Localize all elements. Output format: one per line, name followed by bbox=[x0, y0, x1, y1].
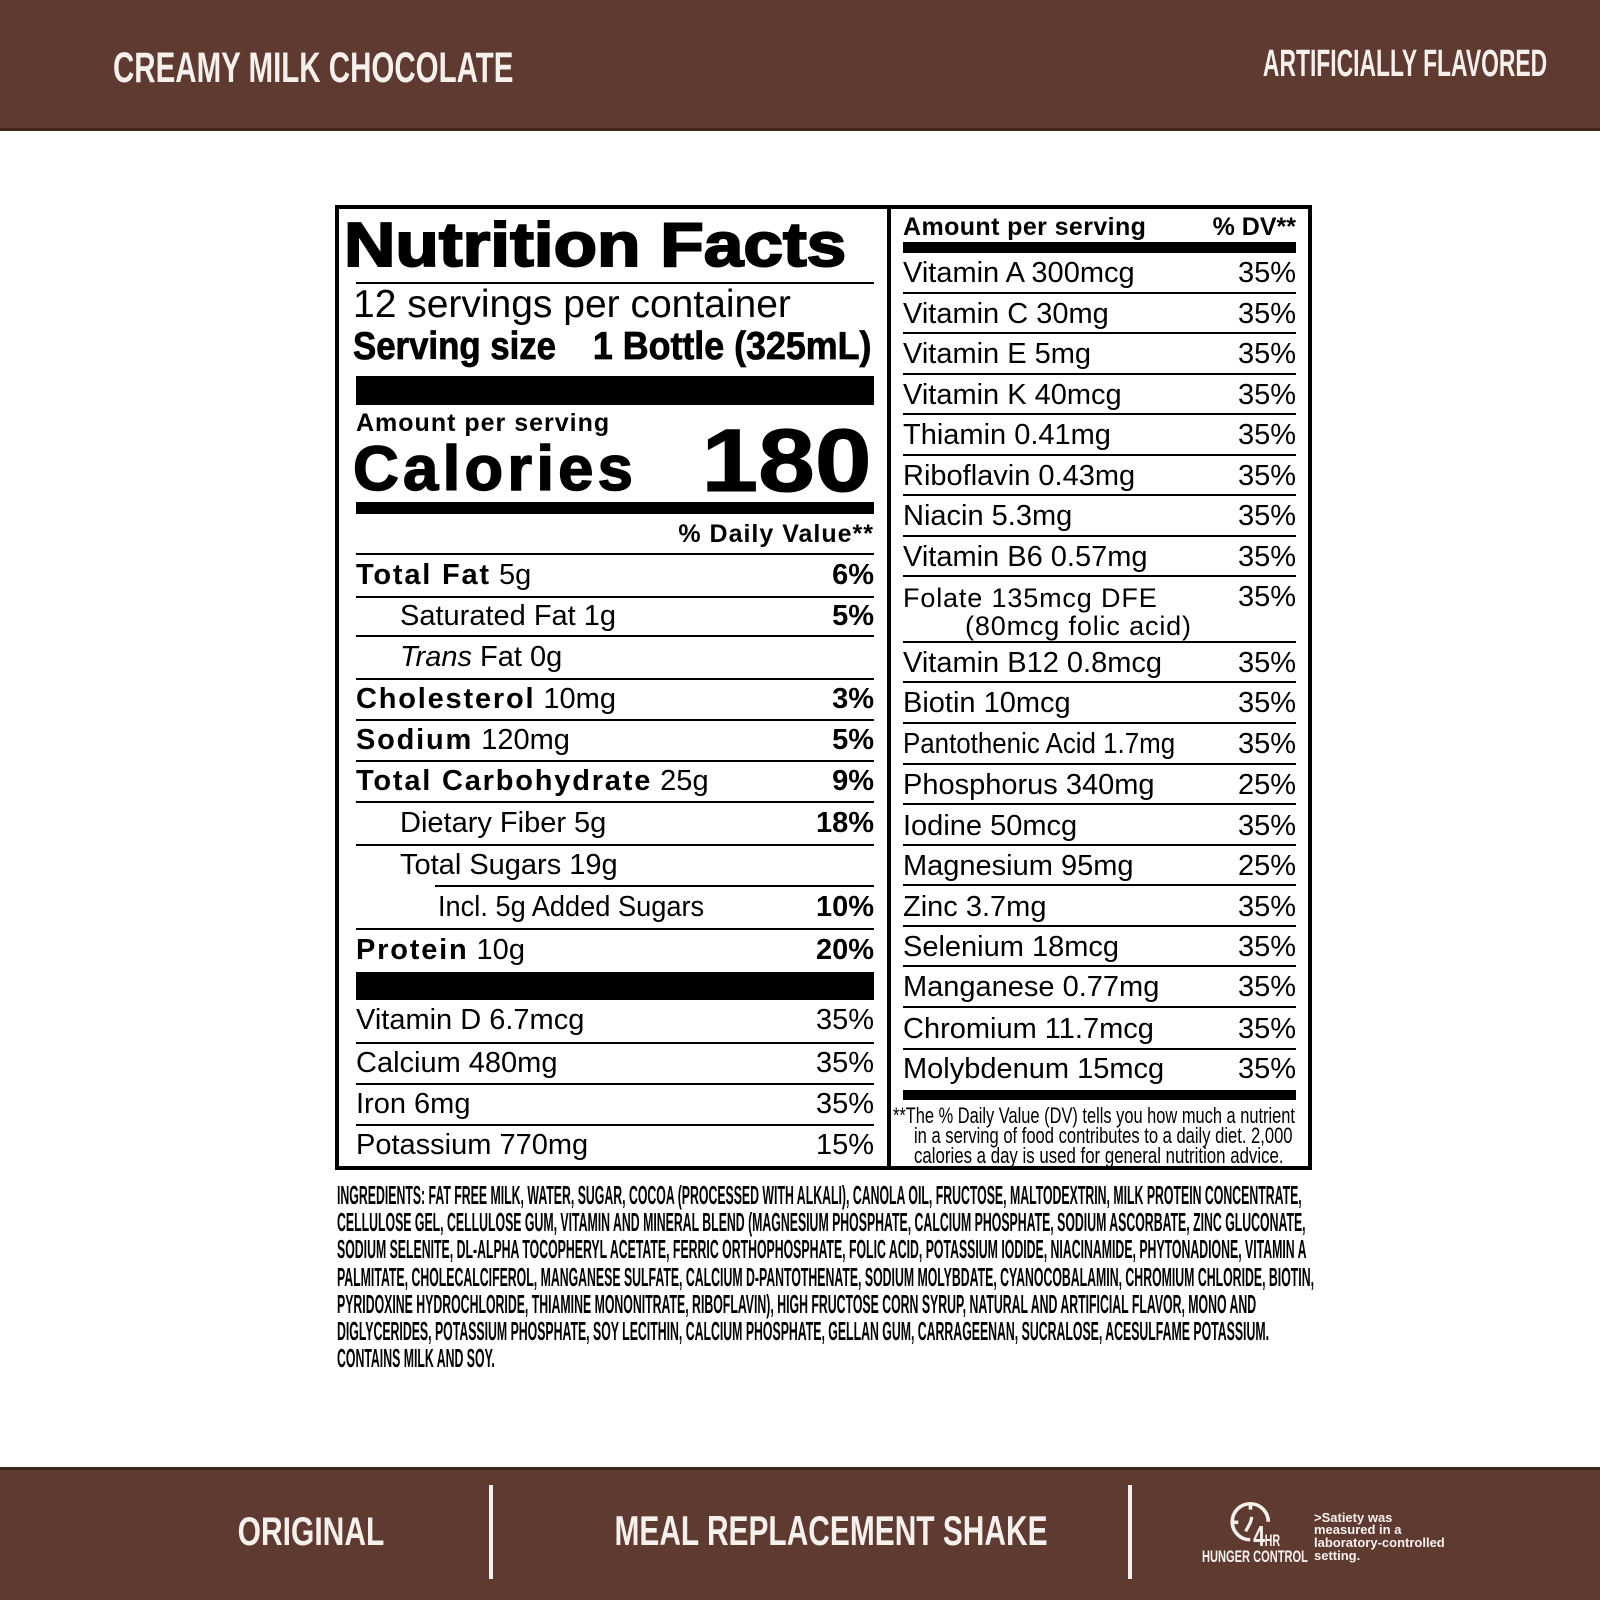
svg-text:HR: HR bbox=[1265, 1532, 1280, 1550]
svg-text:4: 4 bbox=[1253, 1521, 1265, 1550]
